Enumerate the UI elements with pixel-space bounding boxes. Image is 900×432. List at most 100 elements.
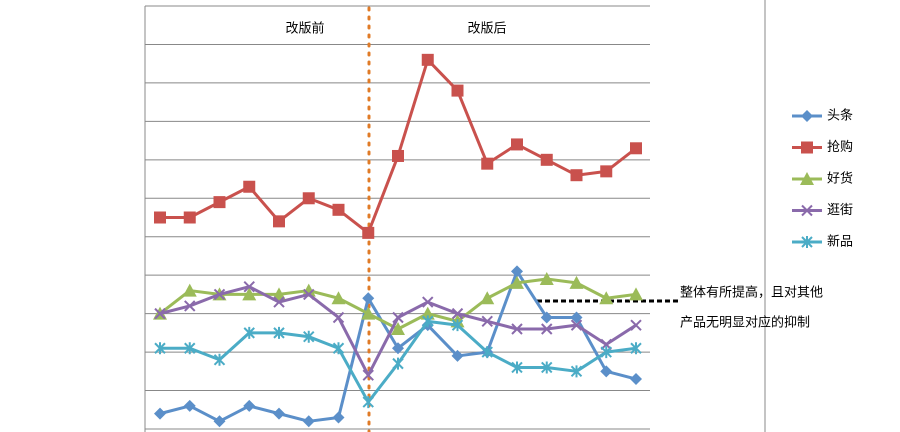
marker	[451, 319, 464, 332]
marker	[273, 326, 285, 339]
marker	[213, 288, 226, 301]
marker	[600, 365, 613, 378]
marker	[540, 153, 553, 166]
marker	[302, 192, 315, 205]
marker	[361, 306, 376, 320]
legend-label: 抢购	[827, 139, 853, 155]
legend-label: 好货	[827, 171, 853, 187]
marker	[331, 291, 346, 305]
marker	[182, 283, 197, 297]
annotation: 改版前	[285, 21, 324, 37]
marker	[629, 287, 643, 301]
marker	[213, 353, 226, 366]
marker	[451, 307, 464, 320]
marker	[422, 296, 434, 308]
legend-label: 头条	[827, 108, 853, 124]
marker	[184, 342, 196, 355]
legend-marker	[801, 236, 813, 248]
marker	[600, 346, 612, 359]
marker	[480, 291, 495, 305]
legend-item: 逛街	[792, 203, 853, 218]
marker	[154, 407, 166, 420]
marker	[243, 180, 256, 193]
marker	[273, 296, 285, 308]
marker	[511, 138, 523, 151]
marker	[630, 342, 642, 355]
marker	[272, 287, 286, 301]
marker	[600, 165, 613, 178]
marker	[481, 315, 493, 328]
series-line	[160, 58, 637, 235]
marker	[242, 287, 257, 301]
marker	[540, 311, 553, 324]
marker	[539, 272, 554, 286]
marker	[243, 281, 255, 293]
marker	[630, 319, 642, 331]
annotation: 产品无明显对应的抑制	[680, 315, 810, 331]
marker	[451, 84, 464, 97]
marker	[570, 319, 583, 331]
marker	[391, 322, 405, 336]
marker	[273, 215, 285, 228]
marker	[599, 291, 614, 305]
legend-item: 抢购	[792, 139, 853, 155]
marker	[392, 342, 404, 355]
marker	[273, 407, 285, 420]
marker	[243, 399, 256, 412]
marker	[362, 226, 375, 239]
marker	[332, 311, 345, 324]
legend-marker	[801, 110, 813, 122]
marker	[303, 288, 315, 301]
marker	[303, 330, 315, 343]
marker	[421, 53, 434, 66]
marker	[570, 311, 583, 324]
marker	[154, 342, 166, 355]
marker	[362, 369, 374, 381]
marker	[183, 211, 196, 224]
marker	[511, 361, 523, 374]
marker	[302, 415, 315, 428]
marker	[301, 283, 316, 297]
legend-marker	[801, 141, 813, 154]
marker	[420, 306, 435, 320]
marker	[332, 203, 345, 216]
marker	[481, 346, 493, 359]
marker	[630, 373, 642, 386]
marker	[183, 399, 196, 412]
marker	[362, 292, 375, 305]
series-line	[159, 277, 637, 331]
marker	[184, 300, 196, 312]
legend-label: 新品	[827, 234, 853, 250]
marker	[154, 211, 166, 224]
marker	[481, 157, 494, 170]
marker	[422, 315, 434, 328]
marker	[630, 142, 642, 155]
legend-label: 逛街	[827, 203, 853, 218]
marker	[451, 349, 464, 362]
marker	[541, 361, 553, 374]
marker	[570, 169, 583, 182]
marker	[541, 323, 553, 335]
legend-marker	[801, 204, 813, 217]
marker	[213, 196, 226, 209]
marker	[332, 411, 345, 424]
marker	[362, 396, 374, 409]
legend-item: 新品	[792, 234, 853, 250]
marker	[510, 275, 524, 289]
marker	[392, 149, 404, 162]
legend-item: 好货	[792, 171, 853, 187]
marker	[332, 342, 345, 355]
marker	[392, 357, 404, 370]
marker	[213, 415, 226, 428]
marker	[570, 365, 583, 378]
marker	[154, 307, 166, 320]
annotation: 改版后	[467, 22, 506, 37]
annotation: 整体有所提高，且对其他	[680, 285, 823, 301]
marker	[511, 265, 523, 278]
marker	[569, 275, 584, 289]
legend-item: 头条	[792, 108, 853, 124]
marker	[243, 326, 255, 339]
legend-marker	[800, 172, 814, 185]
marker	[392, 311, 404, 324]
